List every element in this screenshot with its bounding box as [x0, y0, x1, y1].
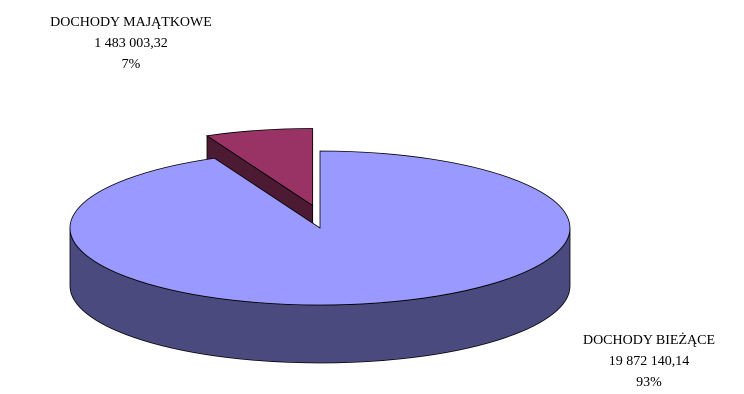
slice-label-majatkowe: DOCHODY MAJĄTKOWE 1 483 003,32 7%: [0, 12, 262, 75]
slice-label-biezace-name: DOCHODY BIEŻĄCE: [582, 333, 716, 348]
slice-label-majatkowe-value: 1 483 003,32: [94, 36, 168, 51]
slice-label-biezace: DOCHODY BIEŻĄCE 19 872 140,14 93%: [560, 330, 738, 393]
slice-label-majatkowe-percent: 7%: [121, 57, 141, 72]
slice-biezace: [69, 150, 571, 306]
slice-majatkowe: [205, 128, 314, 207]
slice-label-biezace-value: 19 872 140,14: [608, 354, 690, 369]
slice-label-majatkowe-name: DOCHODY MAJĄTKOWE: [50, 15, 212, 30]
slice-label-biezace-percent: 93%: [636, 375, 662, 390]
